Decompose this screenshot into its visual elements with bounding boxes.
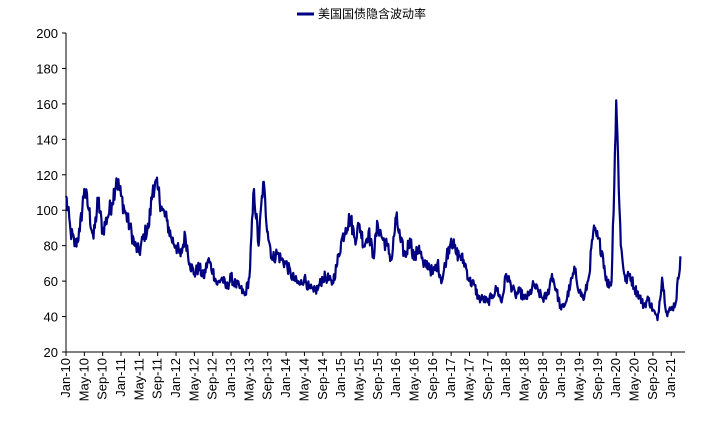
y-tick-label: 200 <box>36 26 58 41</box>
x-tick-label: Jan-11 <box>113 358 128 397</box>
y-tick-label: 40 <box>44 310 58 325</box>
x-tick-label: Jan-17 <box>443 358 458 398</box>
x-tick-label: Jan-20 <box>608 358 623 398</box>
x-tick-label: Sep-12 <box>205 358 220 400</box>
x-tick-label: May-13 <box>241 358 256 401</box>
x-tick-label: May-17 <box>461 358 476 401</box>
x-tick-label: May-20 <box>627 358 642 401</box>
x-tick-labels: Jan-10 May-10 Sep-10 Jan-11 May-11 Sep-11 Jan-… <box>58 352 678 401</box>
y-tick-label: 20 <box>44 345 58 360</box>
y-tick-label: 140 <box>36 132 58 147</box>
x-tick-label: Jan-13 <box>223 358 238 398</box>
y-tick-label: 120 <box>36 168 58 183</box>
x-tick-label: Jan-21 <box>663 358 678 398</box>
x-tick-label: May-16 <box>406 358 421 401</box>
x-tick-label: Sep-10 <box>95 358 110 400</box>
x-tick-label: Jan-16 <box>388 358 403 398</box>
x-tick-label: May-14 <box>296 358 311 401</box>
y-tick-labels: 20 40 60 80 100 120 140 160 180 200 <box>36 26 66 360</box>
x-tick-label: Sep-11 <box>150 358 165 399</box>
x-tick-label: Sep-20 <box>645 358 660 400</box>
x-tick-label: May-10 <box>76 358 91 401</box>
y-tick-label: 100 <box>36 203 58 218</box>
x-tick-label: May-15 <box>351 358 366 401</box>
x-tick-label: Sep-16 <box>425 358 440 400</box>
x-tick-label: Jan-10 <box>58 358 73 398</box>
x-tick-label: Sep-14 <box>315 358 330 400</box>
x-tick-label: Sep-13 <box>260 358 275 400</box>
x-tick-label: May-19 <box>572 358 587 401</box>
y-tick-label: 80 <box>44 239 58 254</box>
x-tick-label: May-11 <box>131 358 146 400</box>
series-line <box>64 99 682 322</box>
x-tick-label: Jan-15 <box>333 358 348 398</box>
axes <box>65 33 685 353</box>
x-tick-label: May-18 <box>517 358 532 401</box>
x-tick-label: Jan-14 <box>278 358 293 398</box>
x-tick-label: May-12 <box>186 358 201 401</box>
y-tick-label: 60 <box>44 274 58 289</box>
x-tick-label: Sep-18 <box>535 358 550 400</box>
x-tick-label: Sep-17 <box>480 358 495 400</box>
x-tick-label: Jan-19 <box>553 358 568 398</box>
y-tick-label: 180 <box>36 61 58 76</box>
legend: 美国国债隐含波动率 <box>297 6 426 21</box>
x-tick-label: Sep-15 <box>370 358 385 400</box>
x-tick-label: Jan-12 <box>168 358 183 398</box>
legend-label: 美国国债隐含波动率 <box>318 6 426 21</box>
x-tick-label: Sep-19 <box>590 358 605 400</box>
x-tick-label: Jan-18 <box>498 358 513 398</box>
y-tick-label: 160 <box>36 97 58 112</box>
